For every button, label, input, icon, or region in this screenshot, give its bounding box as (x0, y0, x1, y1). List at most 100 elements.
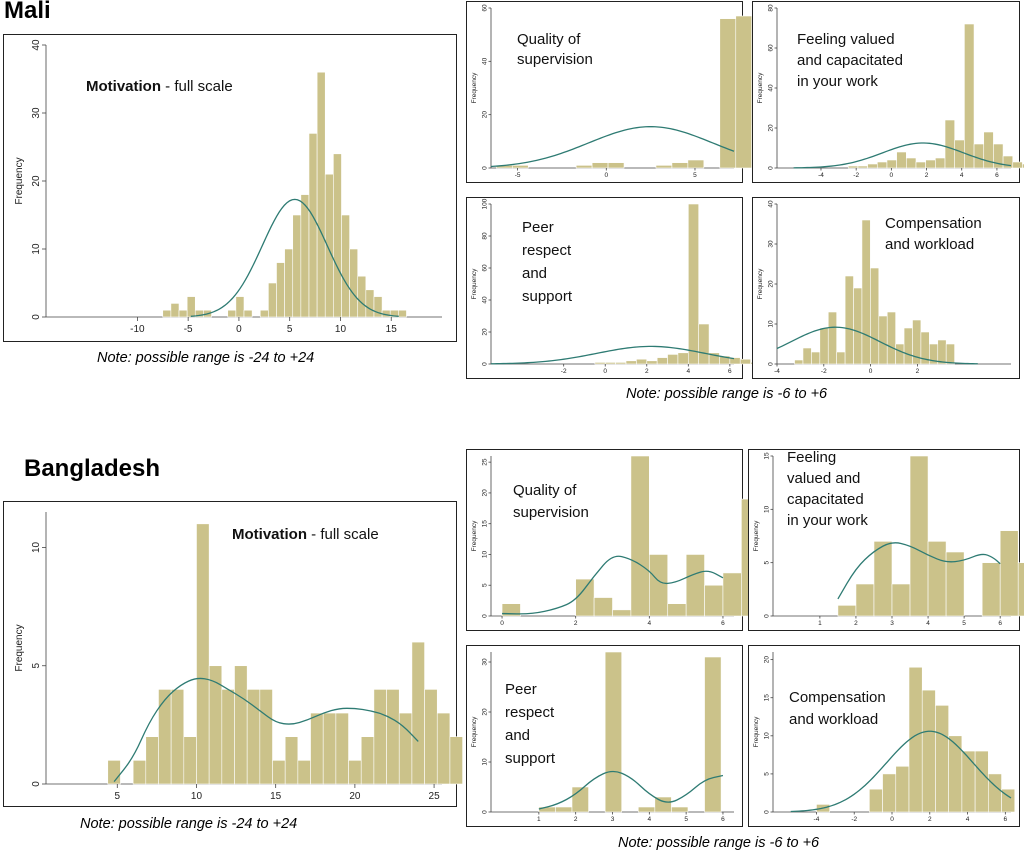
histogram-bar (878, 315, 888, 365)
x-tick-label: 4 (648, 816, 652, 823)
histogram-bar (945, 551, 965, 617)
x-tick-label: 0 (603, 368, 607, 375)
y-tick-label: 20 (768, 124, 775, 132)
x-tick-label: -4 (814, 816, 820, 823)
histogram-bar (630, 455, 650, 617)
x-tick-label: 6 (1004, 816, 1008, 823)
chart-svg: -2 0 2 4 6020406080100FrequencyPeerrespectan… (471, 198, 783, 375)
histogram-bar (667, 354, 679, 365)
density-curve (490, 126, 735, 168)
histogram-bar (246, 689, 261, 785)
histogram-bar (243, 309, 253, 318)
x-tick-label: 5 (684, 816, 688, 823)
chart-title-line: and capacitated (797, 52, 903, 69)
histogram-bar (637, 806, 656, 813)
histogram-bar (436, 712, 451, 785)
chart-svg: -4 -2 0 2 4 6 0 5 10 15 20 Frequency Compensation and… (753, 652, 1016, 823)
x-tick-label: -2 (853, 172, 859, 179)
histogram-bar (671, 806, 689, 813)
chart-title-line: support (505, 750, 556, 767)
histogram-bar (948, 735, 963, 813)
y-tick-label: 20 (482, 708, 489, 716)
x-tick-label: -10 (130, 324, 145, 335)
histogram-bar (575, 165, 593, 169)
histogram-bar (575, 578, 595, 617)
x-tick-label: 0 (604, 172, 608, 179)
chart-title-line: Compensation (789, 689, 886, 706)
histogram-bar (895, 343, 905, 365)
bars (162, 71, 407, 318)
histogram-bar (908, 666, 923, 813)
histogram-bar (178, 309, 188, 318)
y-tick-label: 40 (482, 296, 489, 304)
histogram-bar (837, 605, 857, 617)
bangladesh-quality-of-supervision-chart: 0 2 4 6 0 5 10 15 20 25 Frequency Quality of supervi… (466, 449, 761, 631)
histogram-bar (276, 262, 285, 318)
histogram-bar (284, 248, 294, 318)
histogram-bar (722, 572, 742, 617)
histogram-bar (365, 289, 375, 318)
chart-title-rest: - full scale (307, 526, 379, 543)
y-tick-label: 5 (764, 560, 771, 564)
histogram-bar (876, 161, 888, 169)
histogram-bar (308, 133, 318, 318)
chart-title-line: valued and (787, 470, 860, 487)
x-tick-label: 4 (960, 172, 964, 179)
histogram-bar (1022, 163, 1024, 169)
histogram-bar (284, 736, 299, 785)
density-curve (190, 198, 399, 317)
y-tick-label: 40 (482, 57, 489, 65)
histogram-bar (909, 455, 929, 617)
bangladesh-sub-note: Note: possible range is -6 to +6 (618, 835, 820, 851)
y-tick-label: 15 (764, 694, 771, 702)
histogram-bar (162, 309, 172, 318)
y-axis-label: Frequency (14, 157, 25, 204)
histogram-bar (891, 583, 911, 617)
chart-svg: -10 -5 0 5 10 15 0 10 20 30 40 Frequency Motivation … (14, 39, 442, 335)
y-tick-label: 15 (482, 520, 489, 528)
chart-title-line: supervision (513, 504, 589, 521)
histogram-bar (973, 143, 985, 169)
bars (501, 455, 761, 617)
y-axis-label: Frequency (753, 520, 760, 551)
bars (847, 23, 1024, 169)
x-tick-label: 2 (574, 816, 578, 823)
x-tick-label: 4 (926, 620, 930, 627)
x-tick-label: 5 (962, 620, 966, 627)
histogram-bar (607, 162, 625, 169)
y-tick-label: 60 (482, 264, 489, 272)
chart-title: Motivation - full scale (232, 526, 379, 543)
histogram-bar (145, 736, 159, 785)
histogram-bar (656, 357, 668, 365)
histogram-bar (300, 194, 310, 318)
histogram-bar (649, 554, 669, 617)
chart-title-line: Peer (505, 681, 537, 698)
histogram-bar (886, 311, 896, 365)
histogram-bar (811, 351, 821, 365)
histogram-bar (208, 665, 223, 785)
mali-main-note: Note: possible range is -24 to +24 (97, 350, 315, 366)
histogram-bar (591, 162, 609, 169)
chart-title-line: Quality of (513, 482, 577, 499)
bangladesh-feeling-valued-chart: 1 2 3 4 5 6 0 5 10 15 Frequency Feeling valued and ca… (748, 449, 1024, 631)
y-tick-label: 10 (482, 758, 489, 766)
y-axis-label: Frequency (757, 72, 764, 103)
y-tick-label: 40 (31, 39, 42, 51)
bangladesh-main-note: Note: possible range is -24 to +24 (80, 816, 298, 832)
histogram-bar (411, 641, 425, 785)
histogram-bar (349, 248, 359, 318)
histogram-bar (449, 736, 463, 785)
histogram-bar (1012, 161, 1023, 169)
histogram-bar (847, 165, 859, 169)
mali-motivation-chart: -10 -5 0 5 10 15 0 10 20 30 40 Frequency Motivation … (3, 34, 457, 342)
x-tick-label: 3 (611, 816, 615, 823)
bars (837, 455, 1024, 617)
y-tick-label: 10 (482, 550, 489, 558)
mali-compensation-chart: -4 -2 0 2 0 10 20 30 40 Frequency Compensation and … (752, 197, 1020, 379)
histogram-bar (844, 275, 854, 365)
histogram-bar (964, 23, 975, 169)
y-tick-label: 20 (764, 656, 771, 664)
x-tick-label: 4 (966, 816, 970, 823)
y-tick-label: 60 (768, 44, 775, 52)
density-curve (538, 770, 724, 810)
